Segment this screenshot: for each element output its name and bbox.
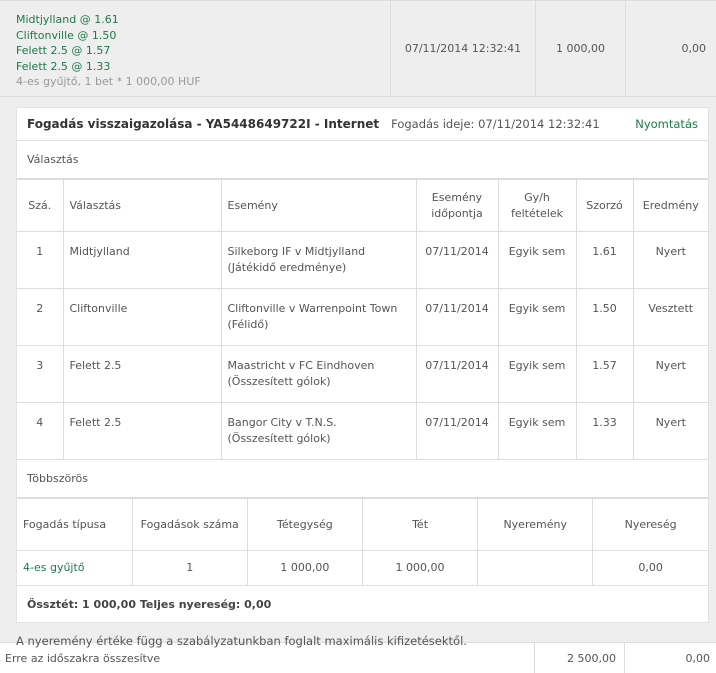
- row-odds: 1.33: [575, 402, 634, 460]
- col-header: Nyereség: [592, 498, 708, 551]
- selection-line: Felett 2.5 @ 1.57: [16, 44, 111, 58]
- selection-row: 4 Felett 2.5 Bangor City v T.N.S. (Összes…: [17, 402, 708, 460]
- row-date: 07/11/2014: [415, 402, 499, 460]
- row-number: 4: [17, 402, 64, 460]
- row-date: 07/11/2014: [415, 345, 499, 403]
- bet-stake: 1 000,00: [536, 1, 626, 96]
- payout-note: A nyeremény értéke függ a szabályzatunkb…: [16, 634, 467, 648]
- row-event: Bangor City v T.N.S. (Összesített gólok): [220, 402, 417, 460]
- bet-return: 0,00: [681, 42, 707, 55]
- event-market: (Félidő): [227, 318, 269, 331]
- multiples-table: Fogadás típusa Fogadások száma Tétegység…: [17, 498, 708, 586]
- col-header: Fogadás típusa: [17, 498, 133, 551]
- event-name: Silkeborg IF v Midtjylland: [227, 245, 366, 258]
- confirmation-header: Fogadás visszaigazolása - YA5448649722I …: [17, 108, 708, 141]
- row-result: Vesztett: [632, 288, 708, 346]
- stake: 1 000,00: [361, 550, 479, 586]
- col-header: Szorzó: [575, 179, 634, 232]
- period-total-label: Erre az időszakra összesítve: [0, 643, 535, 673]
- row-conditions: Egyik sem: [497, 345, 577, 403]
- event-market: (Játékidő eredménye): [227, 261, 347, 274]
- event-market: (Összesített gólok): [227, 375, 331, 388]
- row-selection: Cliftonville: [62, 288, 222, 346]
- col-header: Eredmény: [632, 179, 708, 232]
- col-header: Nyeremény: [477, 498, 594, 551]
- col-header: Esemény: [220, 179, 417, 232]
- col-header: Tét: [361, 498, 479, 551]
- totals: Össztét: 1 000,00 Teljes nyereség: 0,00: [27, 597, 272, 611]
- event-name: Bangor City v T.N.S.: [227, 416, 337, 429]
- row-number: 2: [17, 288, 64, 346]
- col-header: Fogadások száma: [131, 498, 248, 551]
- row-date: 07/11/2014: [415, 288, 499, 346]
- selection-row: 2 Cliftonville Cliftonville v Warrenpoin…: [17, 288, 708, 346]
- period-total-return: 0,00: [685, 651, 711, 665]
- row-event: Maastricht v FC Eindhoven (Összesített gó…: [220, 345, 417, 403]
- selections-heading: Választás: [17, 141, 708, 179]
- multiple-row: 4-es gyűjtő 1 1 000,00 1 000,00 0,00: [17, 550, 708, 586]
- row-date: 07/11/2014: [415, 231, 499, 289]
- bet-type: 4-es gyűjtő: [17, 550, 133, 586]
- row-number: 3: [17, 345, 64, 403]
- event-name: Cliftonville v Warrenpoint Town: [227, 302, 398, 315]
- row-selection: Felett 2.5: [62, 345, 222, 403]
- confirmation-box: Fogadás visszaigazolása - YA5448649722I …: [16, 107, 709, 623]
- selection-line: Cliftonville @ 1.50: [16, 28, 117, 42]
- bet-time: Fogadás ideje: 07/11/2014 12:32:41: [391, 117, 600, 131]
- bet-details: Fogadás visszaigazolása - YA5448649722I …: [0, 97, 716, 648]
- event-market: (Összesített gólok): [227, 432, 331, 445]
- period-total-stake: 2 500,00: [535, 643, 625, 673]
- col-header: Gy/h feltételek: [497, 179, 577, 232]
- row-conditions: Egyik sem: [497, 231, 577, 289]
- row-result: Nyert: [632, 345, 708, 403]
- period-total-row: Erre az időszakra összesítve 2 500,00 0,…: [0, 643, 716, 673]
- row-odds: 1.50: [575, 288, 634, 346]
- bet-summary-row[interactable]: Midtjylland @ 1.61 Cliftonville @ 1.50 F…: [0, 0, 716, 97]
- multiples-heading: Többszörös: [17, 460, 708, 498]
- row-result: Nyert: [632, 402, 708, 460]
- row-odds: 1.61: [575, 231, 634, 289]
- selection-row: 3 Felett 2.5 Maastricht v FC Eindhoven (Ö…: [17, 345, 708, 403]
- bet-date: 07/11/2014 12:32:41: [391, 1, 536, 96]
- row-conditions: Egyik sem: [497, 288, 577, 346]
- selections-cell: Midtjylland @ 1.61 Cliftonville @ 1.50 F…: [0, 1, 391, 96]
- bet-info: 4-es gyűjtő, 1 bet * 1 000,00 HUF: [16, 75, 201, 89]
- row-odds: 1.57: [575, 345, 634, 403]
- unit-stake: 1 000,00: [246, 550, 363, 586]
- row-conditions: Egyik sem: [497, 402, 577, 460]
- col-header: Tétegység: [246, 498, 363, 551]
- bet-count: 1: [131, 550, 248, 586]
- row-number: 1: [17, 231, 64, 289]
- selection-line: Felett 2.5 @ 1.33: [16, 59, 111, 73]
- row-selection: Felett 2.5: [62, 402, 222, 460]
- row-result: Nyert: [632, 231, 708, 289]
- row-event: Silkeborg IF v Midtjylland (Játékidő ered…: [220, 231, 417, 289]
- profit: 0,00: [592, 550, 708, 586]
- confirmation-title: Fogadás visszaigazolása - YA5448649722I …: [27, 117, 380, 131]
- col-header: Esemény időpontja: [415, 179, 499, 232]
- print-link[interactable]: Nyomtatás: [635, 117, 698, 131]
- col-header: Szá.: [17, 179, 64, 232]
- event-name: Maastricht v FC Eindhoven: [227, 359, 375, 372]
- selection-line: Midtjylland @ 1.61: [16, 13, 119, 26]
- col-header: Választás: [62, 179, 222, 232]
- row-selection: Midtjylland: [62, 231, 222, 289]
- selections-table: Szá. Választás Esemény Esemény időpontja…: [17, 179, 708, 460]
- winnings: [477, 550, 594, 586]
- row-event: Cliftonville v Warrenpoint Town (Félidő): [220, 288, 417, 346]
- selection-row: 1 Midtjylland Silkeborg IF v Midtjylland…: [17, 231, 708, 289]
